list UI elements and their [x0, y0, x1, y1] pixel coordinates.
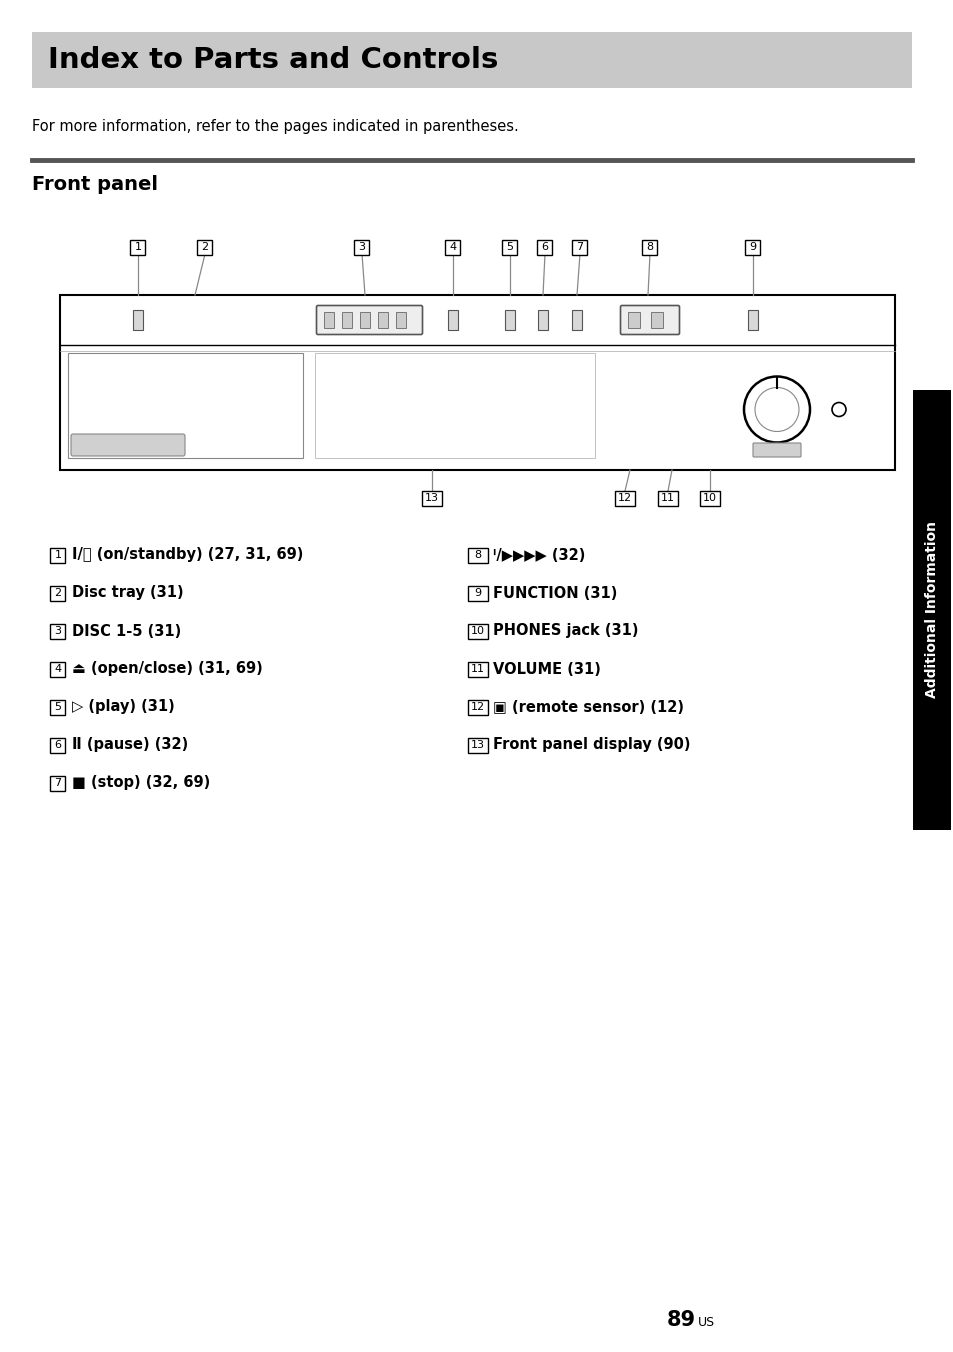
Text: 11: 11: [471, 664, 484, 675]
Bar: [132, 310, 143, 330]
FancyBboxPatch shape: [615, 491, 635, 506]
Bar: [60, 295, 894, 470]
Text: 6: 6: [54, 740, 61, 750]
Text: VOLUME (31): VOLUME (31): [493, 661, 600, 676]
FancyBboxPatch shape: [744, 239, 760, 254]
Text: 10: 10: [471, 626, 484, 635]
FancyBboxPatch shape: [51, 661, 66, 676]
FancyBboxPatch shape: [641, 239, 657, 254]
Text: PHONES jack (31): PHONES jack (31): [493, 623, 638, 638]
FancyBboxPatch shape: [51, 699, 66, 714]
Bar: [504, 310, 515, 330]
Text: Front panel display (90): Front panel display (90): [493, 737, 690, 753]
Text: 3: 3: [358, 242, 365, 251]
FancyBboxPatch shape: [131, 239, 146, 254]
FancyBboxPatch shape: [572, 239, 587, 254]
Text: 7: 7: [576, 242, 583, 251]
Text: 10: 10: [702, 493, 717, 503]
Text: Index to Parts and Controls: Index to Parts and Controls: [48, 46, 497, 74]
FancyBboxPatch shape: [468, 623, 488, 638]
Text: Additional Information: Additional Information: [924, 522, 938, 699]
Text: 9: 9: [749, 242, 756, 251]
Text: 7: 7: [54, 777, 62, 788]
Text: 8: 8: [474, 550, 481, 560]
Bar: [32, 32, 911, 88]
FancyBboxPatch shape: [445, 239, 460, 254]
Text: Front panel: Front panel: [32, 174, 158, 193]
Bar: [747, 310, 758, 330]
Text: 11: 11: [660, 493, 675, 503]
Text: For more information, refer to the pages indicated in parentheses.: For more information, refer to the pages…: [32, 119, 518, 134]
Text: 9: 9: [474, 588, 481, 598]
FancyBboxPatch shape: [355, 239, 369, 254]
Text: 2: 2: [201, 242, 209, 251]
FancyBboxPatch shape: [421, 491, 441, 506]
Text: 1: 1: [134, 242, 141, 251]
Text: 8: 8: [646, 242, 653, 251]
Text: ᑊ/▶▶▶▶ (32): ᑊ/▶▶▶▶ (32): [493, 548, 585, 562]
Text: 4: 4: [54, 664, 62, 675]
Text: 13: 13: [424, 493, 438, 503]
FancyBboxPatch shape: [468, 548, 488, 562]
FancyBboxPatch shape: [619, 306, 679, 334]
FancyBboxPatch shape: [752, 443, 801, 457]
Bar: [650, 312, 662, 329]
FancyBboxPatch shape: [502, 239, 517, 254]
FancyBboxPatch shape: [51, 623, 66, 638]
Text: FUNCTION (31): FUNCTION (31): [493, 585, 617, 600]
Bar: [572, 310, 581, 330]
FancyBboxPatch shape: [700, 491, 720, 506]
Text: US: US: [698, 1317, 715, 1329]
Bar: [537, 310, 547, 330]
Bar: [395, 312, 406, 329]
Bar: [341, 312, 352, 329]
Text: ▣ (remote sensor) (12): ▣ (remote sensor) (12): [493, 699, 683, 714]
FancyBboxPatch shape: [537, 239, 552, 254]
Text: 89: 89: [666, 1310, 696, 1330]
FancyBboxPatch shape: [316, 306, 422, 334]
FancyBboxPatch shape: [658, 491, 678, 506]
FancyBboxPatch shape: [51, 737, 66, 753]
Text: I/⏻ (on/standby) (27, 31, 69): I/⏻ (on/standby) (27, 31, 69): [71, 548, 303, 562]
Text: 13: 13: [471, 740, 484, 750]
Text: DISC 1-5 (31): DISC 1-5 (31): [71, 623, 181, 638]
FancyBboxPatch shape: [468, 699, 488, 714]
Text: ■ (stop) (32, 69): ■ (stop) (32, 69): [71, 776, 210, 791]
Text: ▷ (play) (31): ▷ (play) (31): [71, 699, 174, 714]
Bar: [627, 312, 639, 329]
Text: 6: 6: [541, 242, 548, 251]
Text: 2: 2: [54, 588, 62, 598]
Bar: [324, 312, 334, 329]
FancyBboxPatch shape: [468, 661, 488, 676]
Text: 5: 5: [506, 242, 513, 251]
FancyBboxPatch shape: [468, 737, 488, 753]
Text: 5: 5: [54, 702, 61, 713]
FancyBboxPatch shape: [51, 776, 66, 791]
Bar: [359, 312, 370, 329]
Text: Ⅱ (pause) (32): Ⅱ (pause) (32): [71, 737, 188, 753]
FancyBboxPatch shape: [468, 585, 488, 600]
Bar: [448, 310, 457, 330]
Bar: [314, 353, 595, 458]
FancyBboxPatch shape: [51, 548, 66, 562]
Text: ⏏ (open/close) (31, 69): ⏏ (open/close) (31, 69): [71, 661, 262, 676]
Text: 12: 12: [618, 493, 632, 503]
Text: Disc tray (31): Disc tray (31): [71, 585, 183, 600]
FancyBboxPatch shape: [51, 585, 66, 600]
Bar: [377, 312, 388, 329]
Text: 1: 1: [54, 550, 61, 560]
Bar: [68, 353, 303, 458]
FancyBboxPatch shape: [197, 239, 213, 254]
Text: 4: 4: [449, 242, 456, 251]
Text: 3: 3: [54, 626, 61, 635]
Bar: [912, 389, 950, 830]
Text: 12: 12: [471, 702, 484, 713]
FancyBboxPatch shape: [71, 434, 185, 456]
